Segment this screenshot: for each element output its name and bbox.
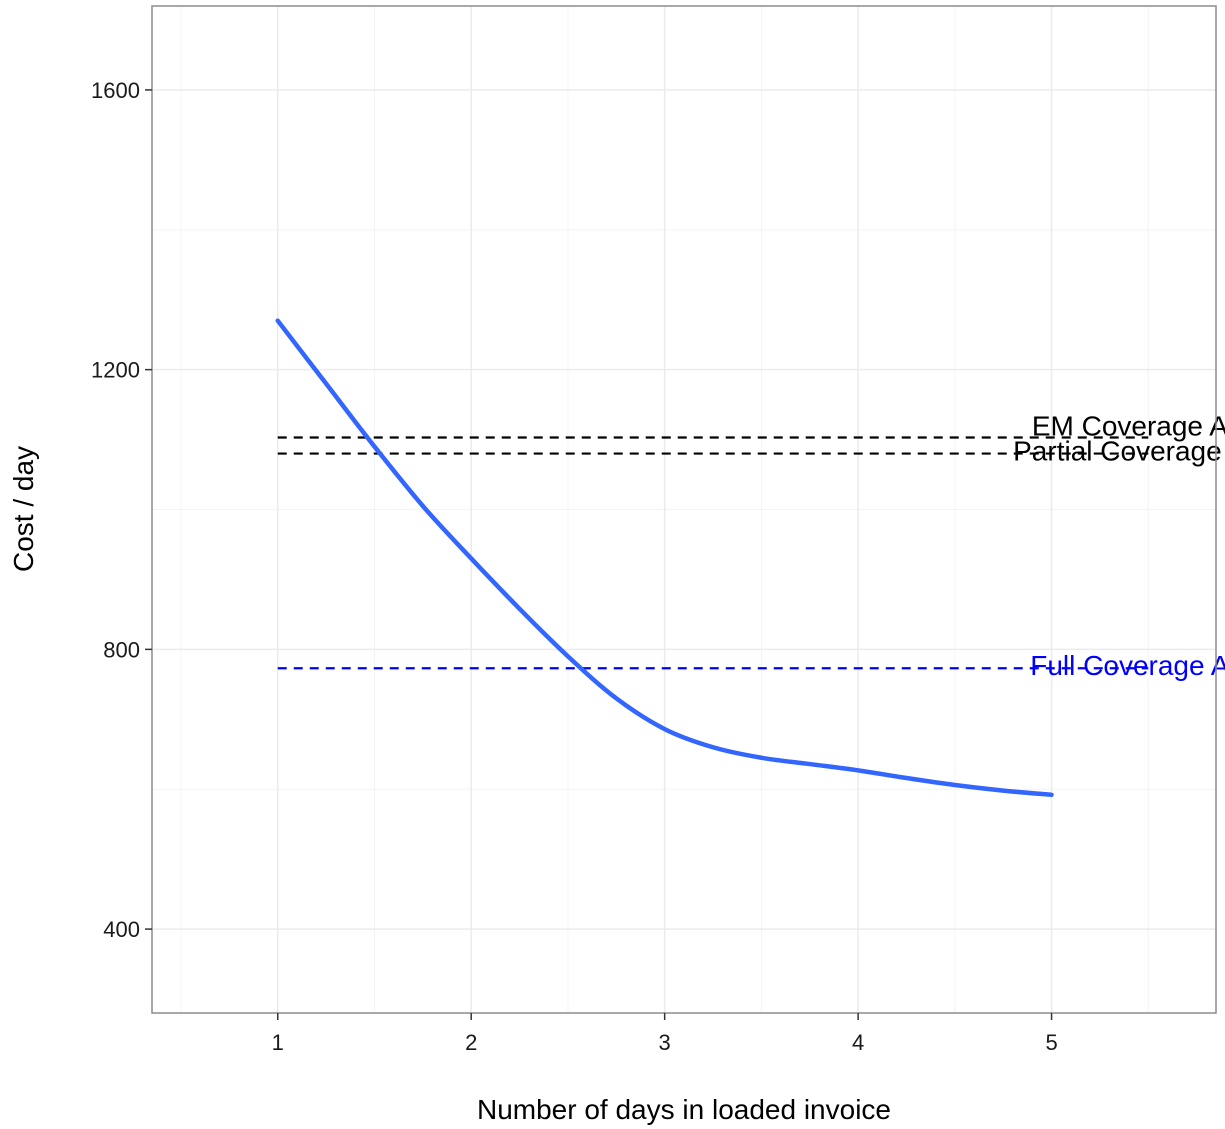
reference-label: Partial Coverage Avg. [1013, 436, 1225, 467]
y-tick-label: 400 [103, 917, 140, 942]
plot-panel-border [151, 5, 1217, 1014]
reference-labels: EM Coverage Avg.Partial Coverage Avg. Ful… [1013, 410, 1225, 681]
major-grid [152, 6, 1216, 1013]
y-axis: 400 800 1200 1600 [91, 78, 152, 942]
x-tick-label: 5 [1045, 1030, 1057, 1055]
reference-label: Full Coverage Avg. [1030, 650, 1225, 681]
y-tick-label: 800 [103, 637, 140, 662]
reference-lines [277, 436, 1149, 670]
series-line [275, 318, 1054, 798]
x-tick-label: 2 [465, 1030, 477, 1055]
series-lines [275, 318, 1054, 798]
y-tick-label: 1600 [91, 78, 140, 103]
reference-label: EM Coverage Avg. [1032, 410, 1225, 441]
minor-grid [152, 6, 1216, 1013]
y-axis-title: Cost / day [8, 446, 39, 572]
x-tick-label: 4 [852, 1030, 864, 1055]
x-tick-label: 3 [659, 1030, 671, 1055]
x-axis: 1 2 3 4 5 [272, 1013, 1058, 1055]
x-tick-label: 1 [272, 1030, 284, 1055]
y-tick-label: 1200 [91, 358, 140, 383]
x-axis-title: Number of days in loaded invoice [477, 1094, 891, 1125]
